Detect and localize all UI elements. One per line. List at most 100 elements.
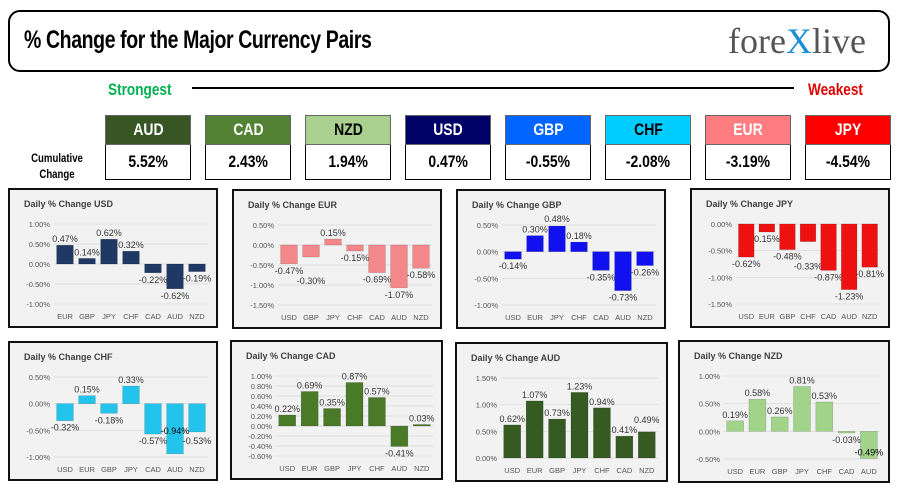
strongest-label: Strongest (108, 80, 172, 99)
y-tick-label: -0.50% (26, 280, 50, 289)
bar-cad (820, 223, 837, 271)
x-tick-label: NZD (637, 313, 653, 322)
y-tick-label: -0.50% (708, 247, 732, 256)
currency-code-text: JPY (834, 120, 862, 139)
chart-chf-svg: Daily % Change CHF 0.50% 0.00% -0.50% -1.00%… (24, 352, 211, 474)
cumulative-value-text: 1.94% (328, 152, 368, 171)
chart-title: Daily % Change AUD (471, 353, 561, 363)
y-tick-label: -0.50% (696, 455, 720, 464)
x-tick-label: NZD (189, 312, 205, 321)
chart-title: Daily % Change USD (24, 199, 114, 209)
x-tick-label: EUR (57, 312, 73, 321)
chart-title: Daily % Change CAD (246, 351, 336, 361)
bar-cad (592, 251, 610, 271)
data-label: -0.15% (341, 253, 370, 263)
cumulative-value-text: -4.54% (825, 152, 871, 171)
x-tick-label: CAD (145, 312, 161, 321)
x-tick-label: EUR (527, 466, 543, 475)
x-tick-label: JPY (348, 464, 362, 473)
y-tick-label: 0.50% (477, 221, 499, 230)
currency-code-text: EUR (733, 120, 763, 139)
data-label: -0.19% (183, 274, 212, 284)
x-tick-label: AUD (167, 465, 183, 474)
title-box: % Change for the Major Currency Pairs fo… (8, 10, 890, 72)
bar-jpy (345, 382, 364, 427)
y-tick-label: 0.50% (699, 400, 721, 409)
y-tick-label: 1.00% (251, 372, 273, 381)
x-tick-label: JPY (124, 465, 138, 474)
x-tick-label: AUD (861, 467, 877, 476)
y-tick-label: 1.50% (476, 374, 498, 383)
bar-usd (738, 223, 755, 258)
data-label: 0.69% (297, 381, 323, 391)
y-tick-label: 0.40% (251, 402, 273, 411)
data-label: 0.49% (634, 415, 660, 425)
y-tick-label: 0.50% (253, 221, 275, 230)
data-label: -0.30% (297, 276, 326, 286)
y-tick-label: -1.50% (708, 300, 732, 309)
data-label: 0.53% (812, 391, 838, 401)
cumulative-value: 5.52% (105, 145, 191, 180)
currency-code: AUD (105, 115, 191, 145)
currency-box-jpy: JPY -4.54% (805, 115, 891, 180)
data-label: -0.87% (814, 272, 843, 282)
x-tick-label: AUD (615, 313, 631, 322)
bar-eur (300, 391, 319, 427)
forexlive-logo: foreXlive (728, 21, 866, 61)
x-tick-label: NZD (189, 465, 205, 474)
data-label: -0.18% (95, 415, 124, 425)
data-label: 1.23% (567, 381, 593, 391)
y-tick-label: -0.40% (248, 442, 272, 451)
x-tick-label: USD (279, 464, 295, 473)
data-label: 0.35% (319, 398, 345, 408)
data-label: 0.15% (320, 228, 346, 238)
x-tick-label: AUD (391, 313, 407, 322)
bar-aud (841, 223, 858, 290)
currency-code: NZD (305, 115, 391, 145)
bar-aud (166, 263, 184, 290)
y-tick-label: -1.00% (474, 301, 498, 310)
x-tick-label: USD (738, 312, 754, 321)
chart-title: Daily % Change CHF (24, 352, 113, 362)
currency-code: JPY (805, 115, 891, 145)
chart-cad: Daily % Change CAD 1.00% 0.80% 0.60% 0.40% 0.… (230, 340, 443, 480)
currency-code: USD (405, 115, 491, 145)
y-tick-label: 0.50% (476, 427, 498, 436)
bar-gbp (770, 416, 789, 432)
y-tick-label: 0.00% (251, 422, 273, 431)
bar-chf (122, 250, 140, 265)
data-label: 0.47% (52, 234, 78, 244)
chart-usd: Daily % Change USD 1.00% 0.50% 0.00% -0.50% -… (8, 188, 218, 328)
bar-jpy (548, 225, 566, 252)
bar-usd (56, 403, 74, 421)
y-tick-label: -1.00% (708, 273, 732, 282)
data-label: 0.03% (409, 414, 435, 424)
x-tick-label: USD (505, 313, 521, 322)
x-tick-label: NZD (862, 312, 878, 321)
currency-code-text: USD (433, 120, 463, 139)
bar-nzd (188, 263, 206, 272)
data-label: -0.58% (407, 270, 436, 280)
data-label: -0.35% (587, 272, 616, 282)
x-tick-label: CAD (369, 313, 385, 322)
x-tick-label: USD (727, 467, 743, 476)
cumulative-change-label: Cumulative Change (31, 151, 83, 181)
chart-usd-svg: Daily % Change USD 1.00% 0.50% 0.00% -0.50% -… (24, 199, 212, 321)
bar-aud (390, 425, 409, 447)
data-label: 0.19% (722, 410, 748, 420)
currency-code-text: AUD (132, 120, 164, 139)
currency-box-chf: CHF -2.08% (605, 115, 691, 180)
x-tick-label: JPY (795, 467, 809, 476)
y-tick-label: 0.00% (477, 248, 499, 257)
cumulative-value: 1.94% (305, 145, 391, 180)
chart-jpy-svg: Daily % Change JPY 0.00% -0.50% -1.00% -1.50… (706, 199, 884, 321)
x-tick-label: NZD (414, 464, 430, 473)
data-label: -0.03% (832, 435, 861, 445)
bar-eur (56, 244, 74, 265)
bar-gbp (323, 408, 341, 427)
data-label: 1.07% (522, 390, 548, 400)
data-label: 0.32% (118, 240, 144, 250)
x-tick-label: NZD (639, 466, 655, 475)
currency-code-text: CAD (232, 120, 264, 139)
data-label: 0.18% (566, 231, 592, 241)
